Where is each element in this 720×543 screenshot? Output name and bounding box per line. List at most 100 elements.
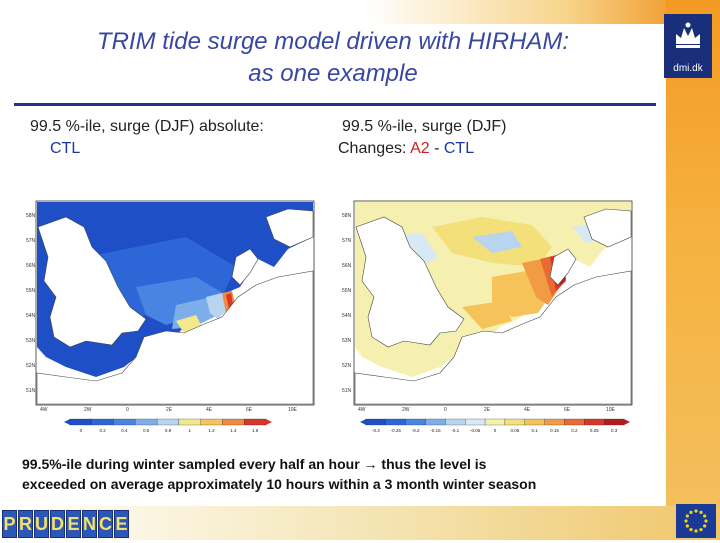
colorbar-arrow-left [64,419,70,425]
svg-text:56N: 56N [342,263,352,269]
svg-text:10E: 10E [288,407,298,413]
eu-stars [684,509,708,533]
caption-line-2: exceeded on average approximately 10 hou… [22,476,537,492]
right-panel-heading: 99.5 %-ile, surge (DJF) [342,118,507,135]
colorbar-tick-label: 0.2 [571,428,578,433]
colorbar-swatch [113,418,136,426]
svg-text:2W: 2W [402,407,410,413]
eu-star [703,514,707,518]
right-sub-dash: - [429,140,444,157]
right-sub-prefix: Changes: [338,140,411,157]
colorbar-swatch [69,418,92,426]
right-colorbar: -0.3 -0.25 -0.2 -0.15 -0.1 -0.05 0 0.05 0.1 0.15 0… [360,418,630,433]
colorbar-swatch [544,418,565,426]
top-decor-strip [0,0,666,24]
left-panel-sub: CTL [50,140,81,157]
svg-text:55N: 55N [342,288,352,294]
svg-text:4W: 4W [40,407,48,413]
svg-text:53N: 53N [26,338,36,344]
eu-flag-icon [676,504,716,538]
right-panel-sub: Changes: A2 - CTL [338,138,507,160]
prudence-letter: R [18,510,33,538]
colorbar-tick-label: 1.2 [208,428,215,433]
prudence-letter: U [34,510,49,538]
colorbar-arrow-left [360,419,366,425]
colorbar-tick-label: -0.15 [430,428,441,433]
colorbar-swatch [504,418,525,426]
caption-line-1: 99.5%-ile during winter sampled every ha… [22,456,487,472]
eu-star [694,529,698,533]
svg-text:2E: 2E [484,407,491,413]
svg-text:55N: 55N [26,288,36,294]
right-map: 58N 57N 56N 55N 54N 53N 52N 51N 4W 2W 0 2E 4E 6E 1… [342,197,638,437]
eu-star [689,510,693,514]
left-panel-heading: 99.5 %-ile, surge (DJF) absolute: [30,118,264,135]
prudence-letter: C [98,510,113,538]
eu-star [685,524,689,528]
colorbar-tick-label: -0.25 [391,428,402,433]
svg-text:0: 0 [126,407,129,413]
colorbar-swatch [584,418,605,426]
eu-star [703,524,707,528]
colorbar-tick-label: 0 [80,428,83,433]
svg-text:6E: 6E [564,407,571,413]
title-line-2: as one example [248,60,418,87]
eu-star [685,514,689,518]
colorbar-arrow-right [266,419,272,425]
svg-text:53N: 53N [342,338,352,344]
eu-star [699,510,703,514]
colorbar-tick-label: 1 [189,428,192,433]
prudence-letter: E [114,510,129,538]
svg-text:57N: 57N [342,238,352,244]
colorbar-swatch [135,418,158,426]
title-line-1: TRIM tide surge model driven with HIRHAM… [96,28,570,55]
colorbar-swatch [425,418,446,426]
svg-text:51N: 51N [342,388,352,394]
svg-text:56N: 56N [26,263,36,269]
svg-text:51N: 51N [26,388,36,394]
colorbar-swatch [178,418,201,426]
colorbar-swatch [445,418,466,426]
colorbar-swatch [564,418,585,426]
colorbar-tick-label: 0.2 [100,428,107,433]
colorbar-swatch [484,418,506,426]
svg-text:4W: 4W [358,407,366,413]
colorbar-swatch [465,418,486,426]
title-divider [14,103,656,106]
svg-text:10E: 10E [606,407,616,413]
eu-star [699,528,703,532]
eu-star [694,509,698,513]
left-map-svg: 58N 57N 56N 55N 54N 53N 52N 51N 4W 2W 0 2E 4E 6E 1… [26,197,318,437]
svg-text:58N: 58N [342,213,352,219]
eu-star [684,519,688,523]
colorbar-tick-label: 0.8 [165,428,172,433]
prudence-letter: E [66,510,81,538]
eu-star [689,528,693,532]
colorbar-tick-label: -0.2 [412,428,420,433]
svg-text:52N: 52N [342,363,352,369]
colorbar-tick-label: 0.3 [611,428,618,433]
svg-text:54N: 54N [342,313,352,319]
colorbar-swatch [244,418,267,426]
prudence-letter: D [50,510,65,538]
svg-text:57N: 57N [26,238,36,244]
svg-text:4E: 4E [524,407,531,413]
svg-text:4E: 4E [206,407,213,413]
svg-text:52N: 52N [26,363,36,369]
eu-star [704,519,708,523]
colorbar-arrow-right [624,419,630,425]
colorbar-tick-label: 0.25 [590,428,599,433]
colorbar-swatch [365,418,386,426]
crown-icon [676,22,700,48]
colorbar-tick-label: 1.6 [252,428,259,433]
caption: 99.5%-ile during winter sampled every ha… [22,454,642,494]
colorbar-tick-label: -0.1 [451,428,459,433]
colorbar-tick-label: 1.4 [230,428,237,433]
colorbar-tick-label: -0.05 [470,428,481,433]
left-map: 58N 57N 56N 55N 54N 53N 52N 51N 4W 2W 0 2E 4E 6E 1… [26,197,318,437]
colorbar-tick-label: 0.5 [143,428,150,433]
colorbar-tick-label: 0.05 [510,428,519,433]
colorbar-swatch [604,418,625,426]
left-colorbar: 0 0.2 0.4 0.5 0.8 1 1.2 1.4 1.6 [64,418,272,433]
